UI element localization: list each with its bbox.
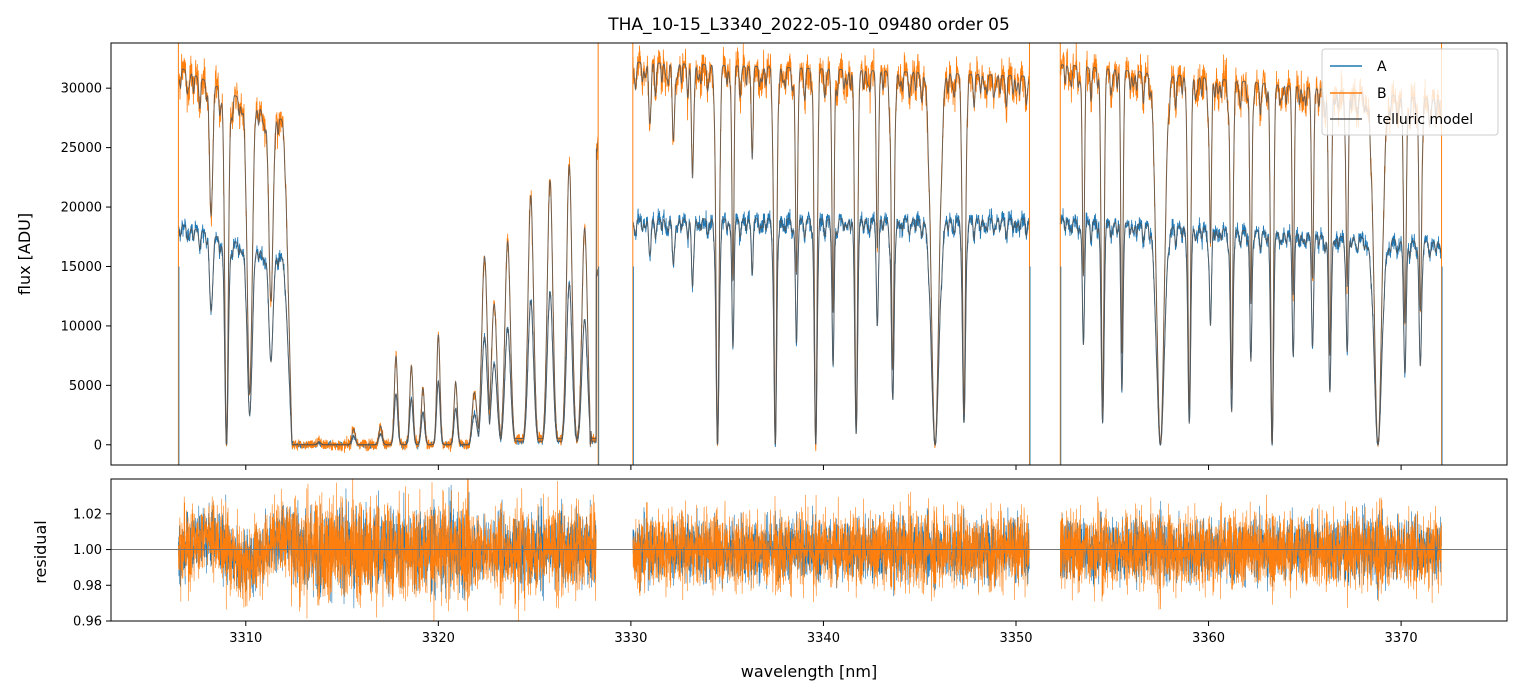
flux-y-tick-label: 25000 (61, 141, 102, 156)
flux-panel: 0 5000 10000 15000 20000 25000 30000 flux [ADU… (15, 42, 1508, 470)
legend-label-a: A (1377, 59, 1387, 75)
telluric-model-b-line (177, 61, 1442, 447)
flux-axes-frame (110, 42, 1508, 466)
residual-axes-frame (110, 478, 1508, 622)
flux-y-tick-label: 30000 (61, 82, 102, 97)
x-tick-label: 3310 (229, 631, 262, 646)
residual-panel: 0.96 0.98 1.00 1.02 3310 3320 3330 3340 3350 336… (31, 478, 1508, 681)
legend-box (1321, 48, 1499, 136)
chart-title: THA_10-15_L3340_2022-05-10_09480 order 0… (607, 15, 1010, 35)
flux-y-tick-label: 15000 (61, 260, 102, 275)
flux-y-tick-label: 5000 (69, 379, 102, 394)
residual-y-tick-label: 0.96 (73, 615, 102, 630)
legend-label-b: B (1377, 86, 1387, 102)
x-tick-label: 3350 (999, 631, 1032, 646)
residual-b-line (178, 479, 1442, 621)
x-tick-label: 3330 (614, 631, 647, 646)
x-tick-label: 3370 (1385, 631, 1418, 646)
flux-y-tick-label: 0 (94, 438, 102, 453)
residual-axis-label: residual (31, 520, 50, 583)
flux-axis-label: flux [ADU] (15, 213, 34, 295)
flux-plot-area (177, 43, 1443, 465)
x-tick-label: 3360 (1192, 631, 1225, 646)
residual-plot-area (111, 479, 1507, 621)
flux-y-axis: 0 5000 10000 15000 20000 25000 30000 (61, 82, 111, 453)
residual-x-axis: 3310 3320 3330 3340 3350 3360 3370 (229, 621, 1418, 646)
x-tick-label: 3340 (807, 631, 840, 646)
telluric-model-a-line (177, 218, 1442, 446)
legend-label-model: telluric model (1377, 112, 1473, 128)
residual-y-tick-label: 0.98 (73, 579, 102, 594)
residual-y-axis: 0.96 0.98 1.00 1.02 (73, 507, 111, 630)
x-axis-label: wavelength [nm] (741, 662, 878, 681)
residual-y-tick-label: 1.02 (73, 507, 102, 522)
flux-x-ticks (245, 465, 1402, 470)
legend: A B telluric model (1321, 48, 1499, 136)
x-tick-label: 3320 (422, 631, 455, 646)
residual-y-tick-label: 1.00 (73, 543, 102, 558)
flux-y-tick-label: 10000 (61, 319, 102, 334)
flux-y-tick-label: 20000 (61, 201, 102, 216)
segment-edge-lines (177, 43, 1443, 465)
